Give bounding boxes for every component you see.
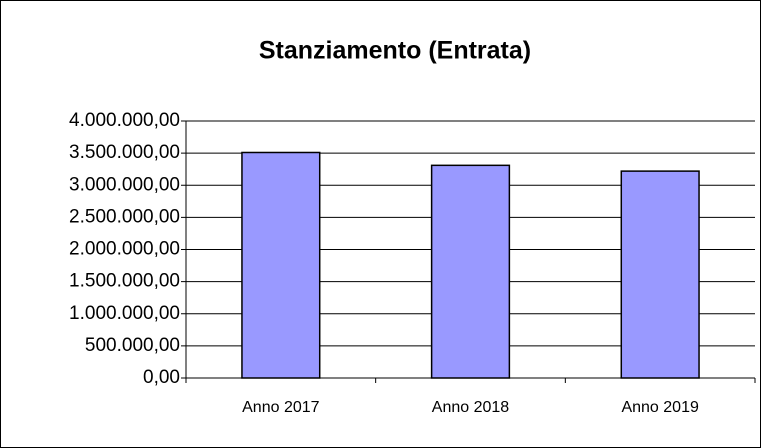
- x-tick-label: Anno 2018: [432, 399, 510, 416]
- y-tick-label: 500.000,00: [85, 335, 180, 356]
- y-tick-label: 3.000.000,00: [69, 174, 180, 195]
- y-tick-label: 1.000.000,00: [69, 303, 180, 324]
- bar: [241, 151, 321, 379]
- y-tick-label: 0,00: [143, 367, 180, 388]
- y-tick-label: 1.500.000,00: [69, 271, 180, 292]
- y-tick-label: 4.000.000,00: [69, 110, 180, 131]
- bar: [620, 170, 700, 379]
- chart-title: Stanziamento (Entrata): [259, 37, 531, 65]
- x-tick-label: Anno 2017: [242, 399, 320, 416]
- x-tick-label: Anno 2019: [621, 399, 699, 416]
- bar: [430, 164, 511, 379]
- y-tick-label: 2.000.000,00: [69, 239, 180, 260]
- y-tick-label: 2.500.000,00: [69, 206, 180, 227]
- y-tick-label: 3.500.000,00: [69, 142, 180, 163]
